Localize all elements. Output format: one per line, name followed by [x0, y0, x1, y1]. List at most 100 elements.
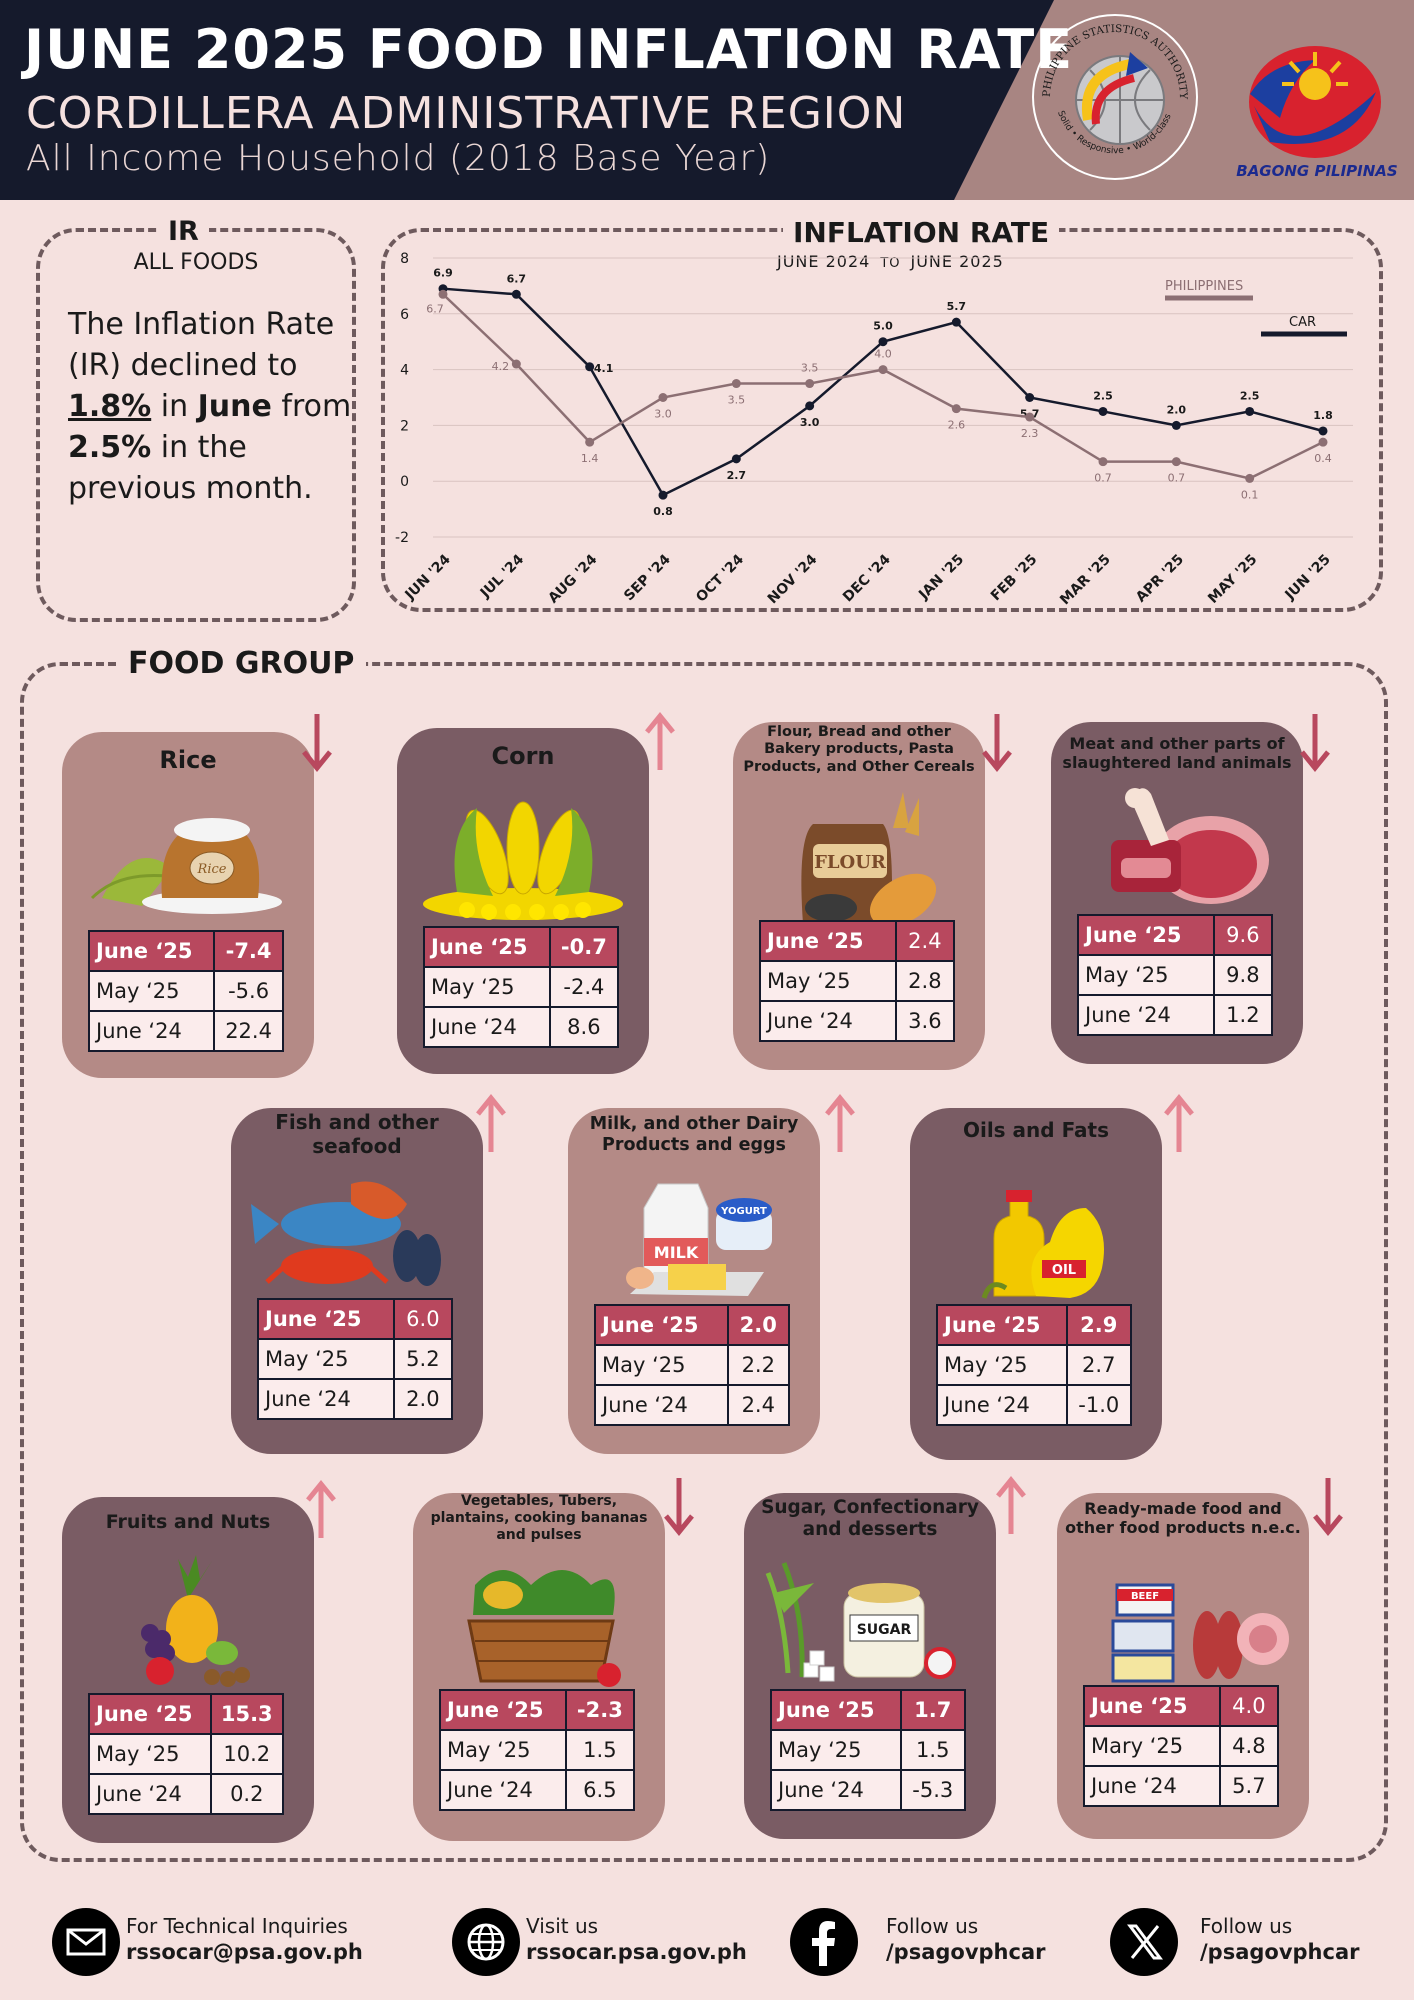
y-tick-label: 2: [400, 418, 409, 434]
food-card-table: June ‘25 1.7 May ‘25 1.5 June ‘24 -5.3: [770, 1689, 967, 1811]
table-row-june-2024: June ‘24 1.2: [1077, 994, 1274, 1036]
data-label: 0.7: [1168, 472, 1186, 485]
ir-summary-panel: IR ALL FOODS The Inflation Rate (IR) dec…: [36, 216, 356, 622]
facebook-label: Follow us: [886, 1914, 979, 1938]
row-label: June ‘24: [88, 1773, 212, 1815]
food-group-title: FOOD GROUP: [116, 646, 367, 681]
food-group-panel: FOOD GROUP: [20, 646, 1388, 1862]
food-card-table: June ‘25 6.0 May ‘25 5.2 June ‘24 2.0: [257, 1298, 454, 1420]
data-label: 2.7: [727, 469, 747, 482]
x-tick-label: OCT '24: [693, 551, 747, 605]
data-point: [1245, 406, 1255, 416]
table-row-june-2024: June ‘24 8.6: [423, 1006, 620, 1048]
rice-bag-label: Rice: [197, 862, 227, 877]
table-row-june-2024: June ‘24 2.0: [257, 1378, 454, 1420]
data-label: 6.9: [433, 267, 453, 280]
previous-month-rate: -2.4: [548, 966, 620, 1008]
row-label: June ‘25: [257, 1298, 395, 1340]
previous-year-rate: 22.4: [213, 1010, 284, 1052]
food-card-table: June ‘25 4.0 Mary ‘25 4.8 June ‘24 5.7: [1083, 1685, 1280, 1807]
chart-period: JUNE 2024 TO JUNE 2025: [777, 252, 1004, 271]
previous-year-rate: 5.7: [1218, 1765, 1280, 1807]
table-row-may-2025: May ‘25 1.5: [770, 1729, 967, 1771]
x-tick-label: SEP '24: [621, 551, 674, 604]
data-point: [511, 289, 521, 299]
row-label: June ‘24: [594, 1384, 729, 1426]
data-label: 6.7: [507, 272, 527, 285]
data-point: [438, 289, 448, 299]
email-icon: [52, 1908, 120, 1976]
table-row-june-2025: June ‘25 -7.4: [87, 930, 284, 972]
table-row-june-2024: June ‘24 -5.3: [770, 1769, 967, 1811]
data-point: [1318, 437, 1328, 447]
website-url[interactable]: rssocar.psa.gov.ph: [526, 1940, 747, 1964]
food-card: Milk, and other Dairy Products and eggs …: [568, 1108, 820, 1454]
current-rate: 6.0: [392, 1298, 454, 1340]
table-row-june-2024: June ‘24 -1.0: [936, 1384, 1133, 1426]
table-row-may-2025: May ‘25 2.2: [594, 1344, 791, 1386]
row-label: May ‘25: [423, 966, 551, 1008]
data-point: [1171, 420, 1181, 430]
x-tick-label: JUL '24: [477, 551, 527, 601]
food-card-table: June ‘25 9.6 May ‘25 9.8 June ‘24 1.2: [1077, 914, 1274, 1036]
data-point: [1025, 412, 1035, 422]
previous-year-rate: -5.3: [899, 1769, 967, 1811]
x-handle[interactable]: /psagovphcar: [1200, 1940, 1360, 1964]
x-tick-label: DEC '24: [840, 551, 894, 605]
row-label: May ‘25: [87, 970, 216, 1012]
milk-carton-label: MILK: [654, 1243, 699, 1262]
row-label: May ‘25: [759, 960, 897, 1002]
table-row-june-2025: June ‘25 9.6: [1077, 914, 1274, 956]
email-address[interactable]: rssocar@psa.gov.ph: [126, 1940, 363, 1964]
flour-bag-label: FLOUR: [814, 852, 887, 873]
psa-logo: PHILIPPINE STATISTICS AUTHORITY Solid • …: [1032, 14, 1198, 180]
x-tick-label: APR '25: [1133, 552, 1187, 606]
table-row-june-2025: June ‘25 6.0: [257, 1298, 454, 1340]
y-tick-label: -2: [395, 530, 409, 546]
row-label: June ‘25: [594, 1304, 729, 1346]
meat-icon: [1051, 780, 1303, 914]
trend-down-arrow-icon: [302, 712, 332, 772]
row-label: May ‘25: [439, 1729, 567, 1771]
previous-month-rate: 2.8: [894, 960, 956, 1002]
table-row-june-2025: June ‘25 -0.7: [423, 926, 620, 968]
facebook-handle[interactable]: /psagovphcar: [886, 1940, 1046, 1964]
current-rate: 1.7: [899, 1689, 967, 1731]
row-label: May ‘25: [594, 1344, 729, 1386]
data-point: [1171, 457, 1181, 467]
row-label: May ‘25: [936, 1344, 1068, 1386]
data-point: [951, 404, 961, 414]
data-label: 1.4: [581, 452, 599, 465]
website-label: Visit us: [526, 1914, 599, 1938]
row-label: June ‘24: [1083, 1765, 1221, 1807]
food-card: Meat and other parts of slaughtered land…: [1051, 722, 1303, 1064]
table-row-june-2024: June ‘24 5.7: [1083, 1765, 1280, 1807]
data-label: 4.2: [492, 360, 510, 373]
table-row-may-2025: May ‘25 5.2: [257, 1338, 454, 1380]
table-row-june-2025: June ‘25 -2.3: [439, 1689, 636, 1731]
current-rate: 2.0: [726, 1304, 791, 1346]
x-tick-label: JAN '25: [915, 552, 967, 604]
canned-beef-label: BEEF: [1131, 1591, 1159, 1602]
row-label: June ‘25: [759, 920, 897, 962]
current-rate: 4.0: [1218, 1685, 1280, 1727]
data-label: 1.8: [1313, 409, 1333, 422]
previous-month-rate: -5.6: [213, 970, 284, 1012]
trend-down-arrow-icon: [1313, 1476, 1343, 1536]
table-row-may-2025: May ‘25 2.8: [759, 960, 956, 1002]
food-card: Rice Rice June ‘25 -7.4 May ‘25 -5.6 June …: [62, 732, 314, 1078]
table-row-june-2024: June ‘24 3.6: [759, 1000, 956, 1042]
row-label: June ‘24: [759, 1000, 897, 1042]
food-card-table: June ‘25 -0.7 May ‘25 -2.4 June ‘24 8.6: [423, 926, 620, 1048]
data-label: 0.1: [1241, 488, 1259, 501]
previous-month-rate: 4.8: [1218, 1725, 1280, 1767]
data-label: 0.4: [1314, 452, 1332, 465]
row-label: May ‘25: [770, 1729, 902, 1771]
row-label: May ‘25: [257, 1338, 395, 1380]
food-card-title: Meat and other parts of slaughtered land…: [1062, 734, 1292, 773]
data-label: 5.0: [873, 320, 893, 333]
data-point: [1025, 393, 1035, 402]
food-card-title: Milk, and other Dairy Products and eggs: [589, 1114, 799, 1155]
table-row-may-2025: May ‘25 -2.4: [423, 966, 620, 1008]
previous-month-rate: 9.8: [1212, 954, 1274, 996]
